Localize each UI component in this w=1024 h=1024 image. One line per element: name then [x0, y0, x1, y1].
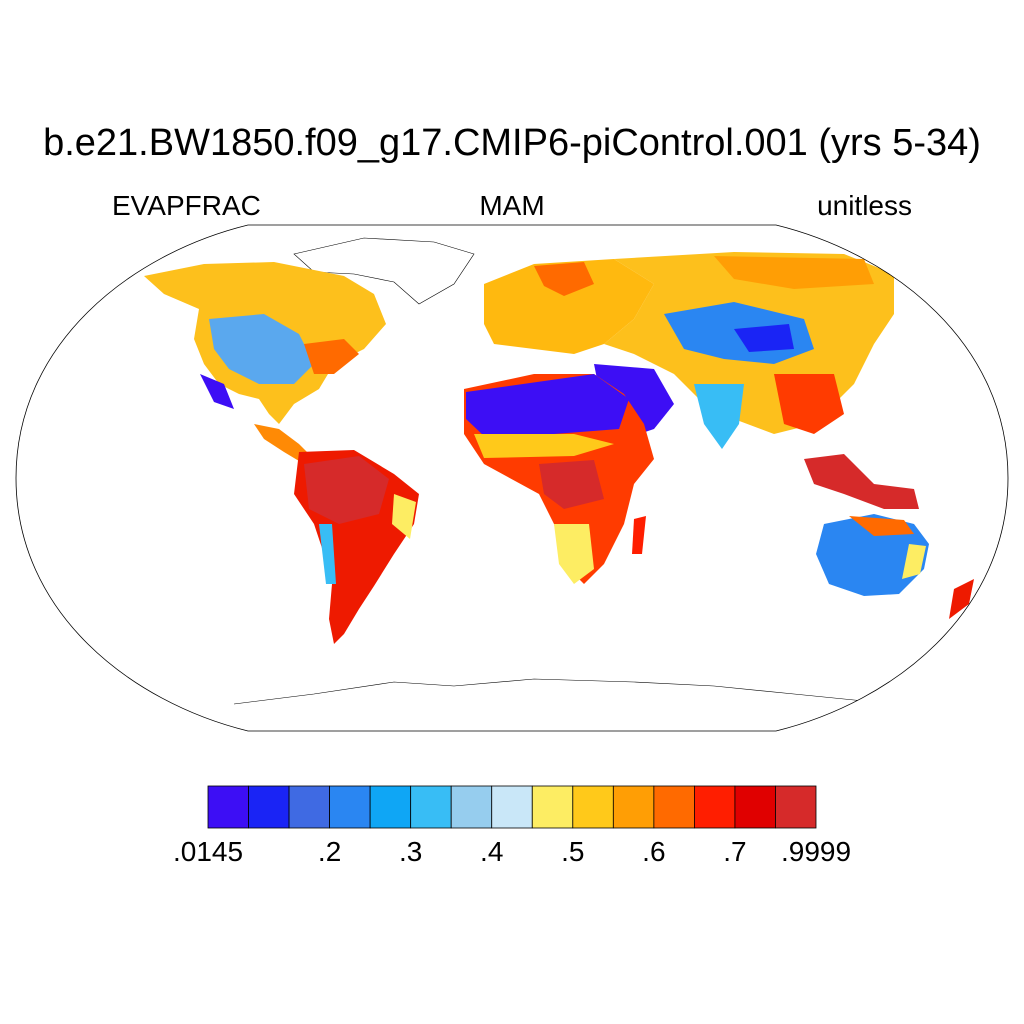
- new-zealand: [949, 579, 974, 619]
- brazil-east: [392, 494, 416, 539]
- southeast-asia: [774, 374, 844, 434]
- india-land: [694, 384, 744, 449]
- north-america-southwest: [200, 374, 234, 409]
- congo-basin: [539, 460, 604, 509]
- units-label: unitless: [817, 190, 912, 221]
- colorbar-swatch: [288, 785, 331, 829]
- colorbar-tick-label: .6: [642, 836, 666, 867]
- colorbar-swatch: [775, 785, 817, 829]
- plot-title: b.e21.BW1850.f09_g17.CMIP6-piControl.001…: [43, 122, 981, 164]
- variable-label: EVAPFRAC: [112, 190, 261, 221]
- colorbar-tick-label: .3: [398, 836, 423, 867]
- colorbar-swatch: [248, 785, 290, 829]
- colorbar-swatch: [491, 785, 533, 829]
- colorbar-swatch: [612, 785, 655, 829]
- colorbar-swatch: [450, 785, 493, 829]
- sahel: [474, 434, 614, 458]
- southern-africa: [554, 524, 594, 584]
- colorbar-swatch: [410, 785, 452, 829]
- amazon-region: [304, 456, 389, 524]
- colorbar-swatch: [572, 785, 614, 829]
- north-america-interior: [209, 314, 314, 384]
- colorbar-swatch: [734, 785, 776, 829]
- season-label: MAM: [479, 190, 545, 221]
- colorbar-tick-label: .2: [317, 836, 342, 867]
- colorbar: [207, 785, 817, 829]
- indonesia-islands: [804, 454, 919, 509]
- colorbar-swatch: [531, 785, 574, 829]
- colorbar-swatch: [369, 785, 412, 829]
- australia-east: [902, 544, 926, 579]
- sahara-desert: [466, 374, 629, 436]
- madagascar: [632, 516, 646, 554]
- siberia-north: [714, 256, 874, 289]
- colorbar-swatch: [653, 785, 695, 829]
- europe-land: [484, 259, 654, 354]
- australia-north: [849, 516, 914, 536]
- colorbar-tick-label: .9999: [780, 836, 852, 867]
- colorbar-tick-label: .5: [561, 836, 585, 867]
- colorbar-swatch: [329, 785, 371, 829]
- colorbar-tick-label: .4: [480, 836, 504, 867]
- antarctica-outline: [233, 678, 975, 715]
- map-boundary: [15, 224, 1009, 732]
- mongolia-dry: [734, 324, 794, 352]
- europe-north: [534, 262, 594, 296]
- colorbar-tick-label: .0145: [172, 836, 244, 867]
- north-america-east: [304, 339, 359, 374]
- colorbar-swatch: [694, 785, 736, 829]
- greenland-outline: [293, 237, 475, 305]
- colorbar-swatch: [207, 785, 249, 829]
- colorbar-tick-label: .7: [723, 836, 747, 867]
- world-map: [15, 224, 1009, 732]
- south-america-west: [319, 524, 336, 584]
